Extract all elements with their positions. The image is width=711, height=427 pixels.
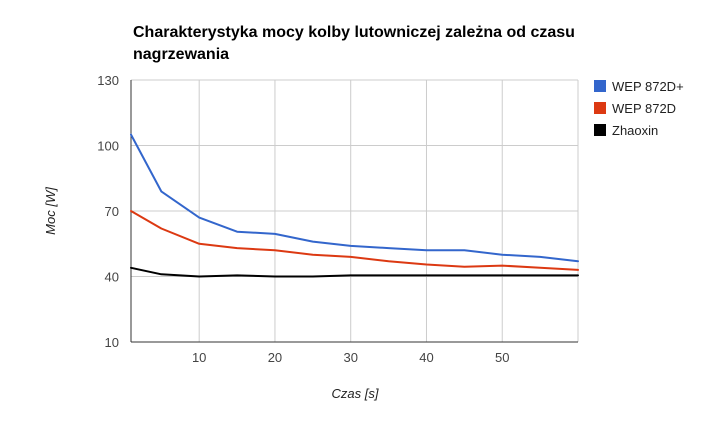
legend-swatch [594, 124, 606, 136]
x-tick-label: 50 [495, 350, 509, 365]
tick-layer: 10 40 70 100 130 10 20 30 40 50 [97, 73, 509, 365]
legend-label: Zhaoxin [612, 123, 658, 138]
y-tick-label: 100 [97, 139, 119, 154]
series-layer [130, 133, 579, 278]
series-line-wep-872d [130, 133, 579, 263]
x-tick-label: 30 [343, 350, 357, 365]
legend-label: WEP 872D+ [612, 79, 684, 94]
y-tick-label: 10 [105, 335, 119, 350]
x-tick-label: 10 [192, 350, 206, 365]
series-line-wep-872d [130, 210, 579, 271]
series-line-zhaoxin [130, 266, 579, 278]
x-tick-label: 40 [419, 350, 433, 365]
grid-layer [131, 79, 579, 342]
x-axis-title: Czas [s] [332, 386, 379, 401]
legend-swatch [594, 80, 606, 92]
y-axis-title: Moc [W] [43, 187, 58, 235]
legend: WEP 872D+ WEP 872D Zhaoxin [594, 79, 684, 138]
legend-label: WEP 872D [612, 101, 676, 116]
x-tick-label: 20 [268, 350, 282, 365]
y-tick-label: 40 [105, 270, 119, 285]
chart-title-line-2: nagrzewania [133, 46, 229, 63]
legend-swatch [594, 102, 606, 114]
chart-title-line-1: Charakterystyka mocy kolby lutowniczej z… [133, 24, 575, 41]
y-tick-label: 130 [97, 73, 119, 88]
y-tick-label: 70 [105, 204, 119, 219]
